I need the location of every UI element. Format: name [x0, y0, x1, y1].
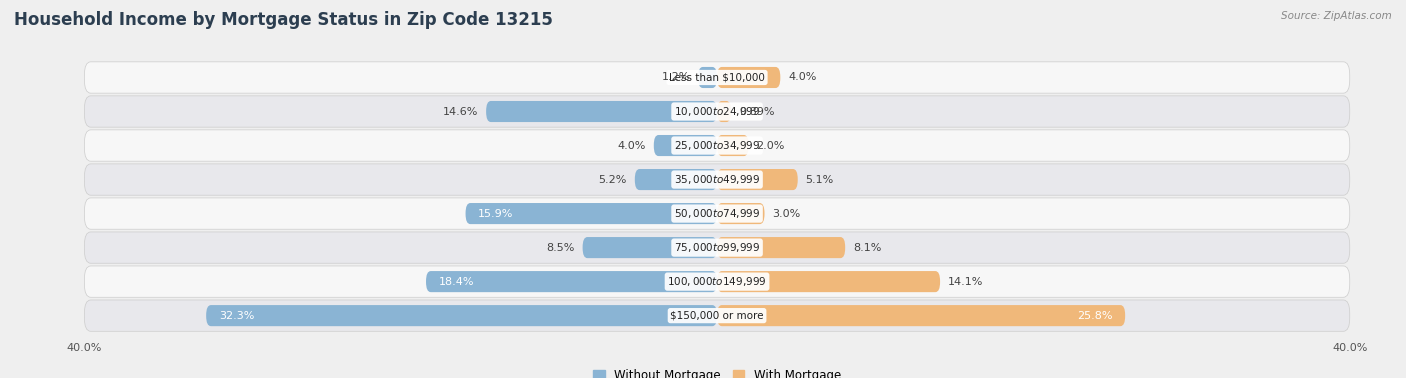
Text: 5.1%: 5.1% — [806, 175, 834, 184]
FancyBboxPatch shape — [717, 271, 941, 292]
Text: $75,000 to $99,999: $75,000 to $99,999 — [673, 241, 761, 254]
Text: $150,000 or more: $150,000 or more — [671, 311, 763, 321]
Text: 15.9%: 15.9% — [478, 209, 513, 218]
Text: 4.0%: 4.0% — [617, 141, 645, 150]
FancyBboxPatch shape — [717, 135, 749, 156]
FancyBboxPatch shape — [699, 67, 717, 88]
FancyBboxPatch shape — [84, 62, 1350, 93]
Text: $25,000 to $34,999: $25,000 to $34,999 — [673, 139, 761, 152]
Text: 3.0%: 3.0% — [772, 209, 800, 218]
FancyBboxPatch shape — [582, 237, 717, 258]
FancyBboxPatch shape — [84, 164, 1350, 195]
Text: 32.3%: 32.3% — [219, 311, 254, 321]
FancyBboxPatch shape — [486, 101, 717, 122]
FancyBboxPatch shape — [636, 169, 717, 190]
Text: $100,000 to $149,999: $100,000 to $149,999 — [668, 275, 766, 288]
Text: 8.1%: 8.1% — [853, 243, 882, 253]
Text: $50,000 to $74,999: $50,000 to $74,999 — [673, 207, 761, 220]
Text: 18.4%: 18.4% — [439, 277, 474, 287]
FancyBboxPatch shape — [207, 305, 717, 326]
FancyBboxPatch shape — [84, 130, 1350, 161]
Text: 8.5%: 8.5% — [547, 243, 575, 253]
FancyBboxPatch shape — [84, 198, 1350, 229]
FancyBboxPatch shape — [84, 96, 1350, 127]
FancyBboxPatch shape — [717, 67, 780, 88]
FancyBboxPatch shape — [84, 266, 1350, 297]
FancyBboxPatch shape — [84, 232, 1350, 263]
FancyBboxPatch shape — [717, 203, 765, 224]
Text: $10,000 to $24,999: $10,000 to $24,999 — [673, 105, 761, 118]
FancyBboxPatch shape — [717, 169, 797, 190]
FancyBboxPatch shape — [654, 135, 717, 156]
Text: 0.89%: 0.89% — [740, 107, 775, 116]
FancyBboxPatch shape — [84, 300, 1350, 331]
Text: 4.0%: 4.0% — [789, 73, 817, 82]
Text: 2.0%: 2.0% — [756, 141, 785, 150]
FancyBboxPatch shape — [717, 237, 845, 258]
Text: 14.6%: 14.6% — [443, 107, 478, 116]
Legend: Without Mortgage, With Mortgage: Without Mortgage, With Mortgage — [588, 364, 846, 378]
FancyBboxPatch shape — [465, 203, 717, 224]
Text: 25.8%: 25.8% — [1077, 311, 1112, 321]
FancyBboxPatch shape — [717, 305, 1125, 326]
Text: Less than $10,000: Less than $10,000 — [669, 73, 765, 82]
FancyBboxPatch shape — [717, 101, 731, 122]
Text: $35,000 to $49,999: $35,000 to $49,999 — [673, 173, 761, 186]
Text: Household Income by Mortgage Status in Zip Code 13215: Household Income by Mortgage Status in Z… — [14, 11, 553, 29]
FancyBboxPatch shape — [426, 271, 717, 292]
Text: 1.2%: 1.2% — [662, 73, 690, 82]
Text: Source: ZipAtlas.com: Source: ZipAtlas.com — [1281, 11, 1392, 21]
Text: 14.1%: 14.1% — [948, 277, 983, 287]
Text: 5.2%: 5.2% — [599, 175, 627, 184]
